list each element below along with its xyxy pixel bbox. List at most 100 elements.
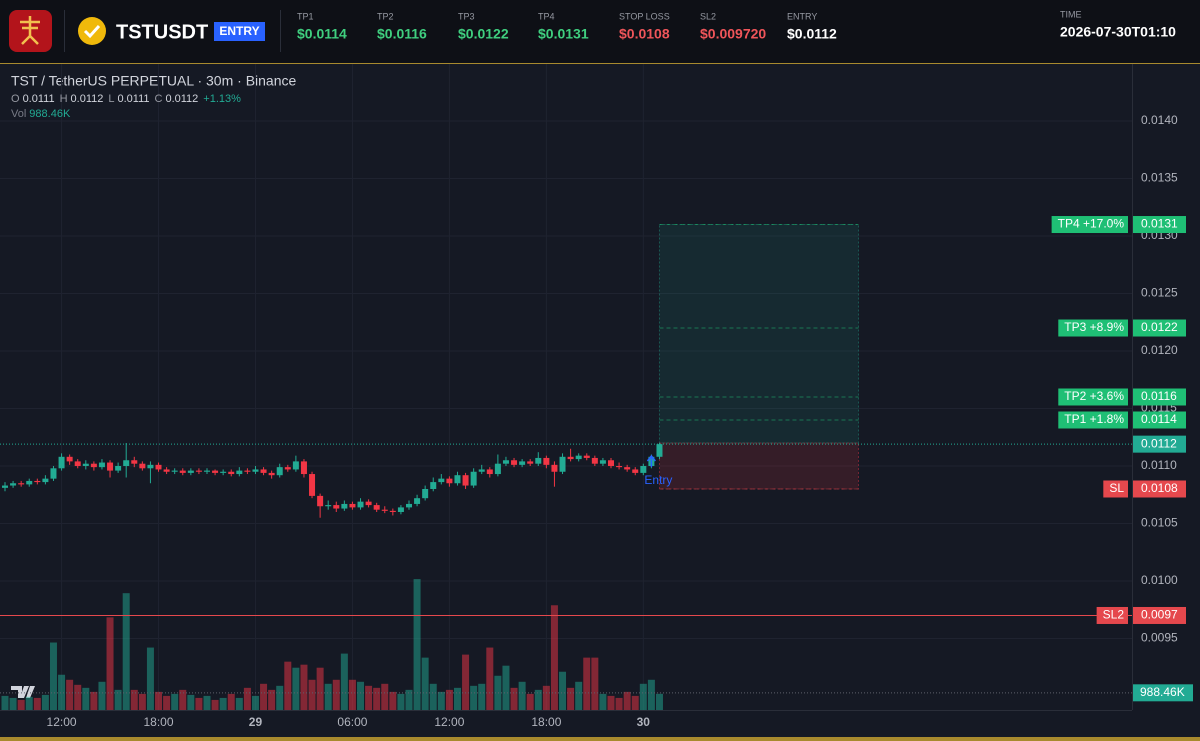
level-name: SL2 (1103, 608, 1125, 622)
volume-bar (591, 657, 599, 710)
badge-text: ENTRY (219, 24, 259, 38)
candle-body (212, 470, 219, 473)
volume-bar (219, 697, 227, 710)
volume-bar (559, 671, 567, 710)
tv-logo (11, 686, 35, 698)
level-value: $0.0116 (377, 26, 427, 42)
volume-bar (243, 687, 251, 710)
candle-body (632, 469, 639, 473)
candle-body (640, 465, 647, 473)
y-tick-label: 0.0135 (1141, 171, 1178, 185)
volume-bar (33, 697, 41, 710)
volume-bar (583, 657, 591, 710)
candle-body (519, 461, 526, 465)
volume-bar (82, 687, 90, 710)
candle-body (204, 470, 210, 472)
y-tick-label: 0.0095 (1141, 631, 1178, 645)
candle-body (656, 444, 663, 457)
level-name-tag (1103, 480, 1128, 498)
legend-value: 0.0112 (71, 93, 104, 105)
volume-bar (308, 679, 316, 710)
candle-body (422, 488, 429, 499)
legend-change: +1.13% (203, 93, 241, 105)
volume-bar (300, 664, 308, 710)
volume-bar (453, 687, 461, 710)
verified-icon (78, 17, 106, 45)
volume-bar (98, 681, 106, 710)
legend-value: 0.0112 (165, 93, 198, 105)
level-value: $0.0108 (619, 26, 670, 42)
candle-body (430, 482, 437, 489)
candle-body (373, 505, 380, 510)
candle-body (502, 460, 509, 464)
level-price: 0.0116 (1141, 389, 1177, 403)
candle-body (494, 463, 501, 475)
price-tag (1133, 435, 1186, 453)
volume-bar (462, 654, 470, 710)
level-label: TP2 (377, 11, 394, 21)
level-name-tag (1058, 388, 1128, 406)
volume-bar (550, 605, 558, 710)
candle-body (470, 471, 477, 486)
candle-body (74, 461, 81, 466)
x-tick-label: 12:00 (47, 715, 77, 729)
volume-bar (542, 685, 550, 710)
level-value: $0.0131 (538, 26, 589, 42)
candle-body (591, 457, 598, 464)
volume-bar (138, 693, 146, 710)
level-value: $0.0122 (458, 26, 509, 42)
volume-bar (575, 681, 583, 710)
volume-bar (599, 693, 607, 710)
volume-bar (534, 689, 542, 710)
candle-body (171, 470, 178, 472)
candle-body (2, 485, 8, 488)
candle-body (260, 469, 267, 473)
candle-body (115, 465, 122, 471)
volume-bar (373, 687, 381, 710)
candle-body (195, 470, 202, 472)
candle-body (252, 469, 259, 472)
badge (214, 22, 265, 41)
volume-bar (365, 685, 373, 710)
volume-bar (260, 683, 268, 710)
volume-key: Vol (11, 108, 26, 120)
volume-bar (122, 593, 130, 710)
volume-bar (655, 693, 663, 710)
volume-bar (284, 661, 292, 710)
volume-bar (389, 691, 397, 710)
candle-body (357, 501, 364, 508)
legend-key: C (155, 93, 163, 105)
candle-body (349, 503, 356, 508)
candle-body (66, 456, 73, 462)
candle-body (58, 456, 65, 469)
entry-label: Entry (644, 473, 672, 487)
candle-body (131, 460, 138, 464)
volume-bar (405, 689, 413, 710)
level-name: TP1 +1.8% (1064, 412, 1124, 426)
candle-body (551, 464, 558, 472)
chart-title: TST / TetherUS PERPETUAL · 30m · Binance (11, 73, 297, 89)
candle-body (559, 456, 566, 472)
candle-body (575, 455, 582, 460)
y-tick-label: 0.0140 (1141, 113, 1178, 127)
level-price-tag (1133, 411, 1186, 429)
y-tick-label: 0.0120 (1141, 343, 1178, 357)
volume-bar (494, 675, 502, 710)
volume-bar (171, 693, 179, 710)
candle-body (155, 464, 162, 470)
volume-bar (17, 699, 25, 710)
volume-bar (607, 695, 615, 710)
level-value: $0.009720 (700, 26, 766, 42)
volume-bar (526, 693, 534, 710)
volume-bar (381, 683, 389, 710)
volume-bar (155, 691, 163, 710)
candle-body (438, 478, 445, 483)
volume-bar (639, 683, 647, 710)
candle-body (244, 470, 251, 472)
volume-bar (41, 694, 49, 710)
candle-body (317, 495, 324, 507)
level-label: TP3 (458, 11, 475, 21)
volume-bar (25, 696, 33, 710)
